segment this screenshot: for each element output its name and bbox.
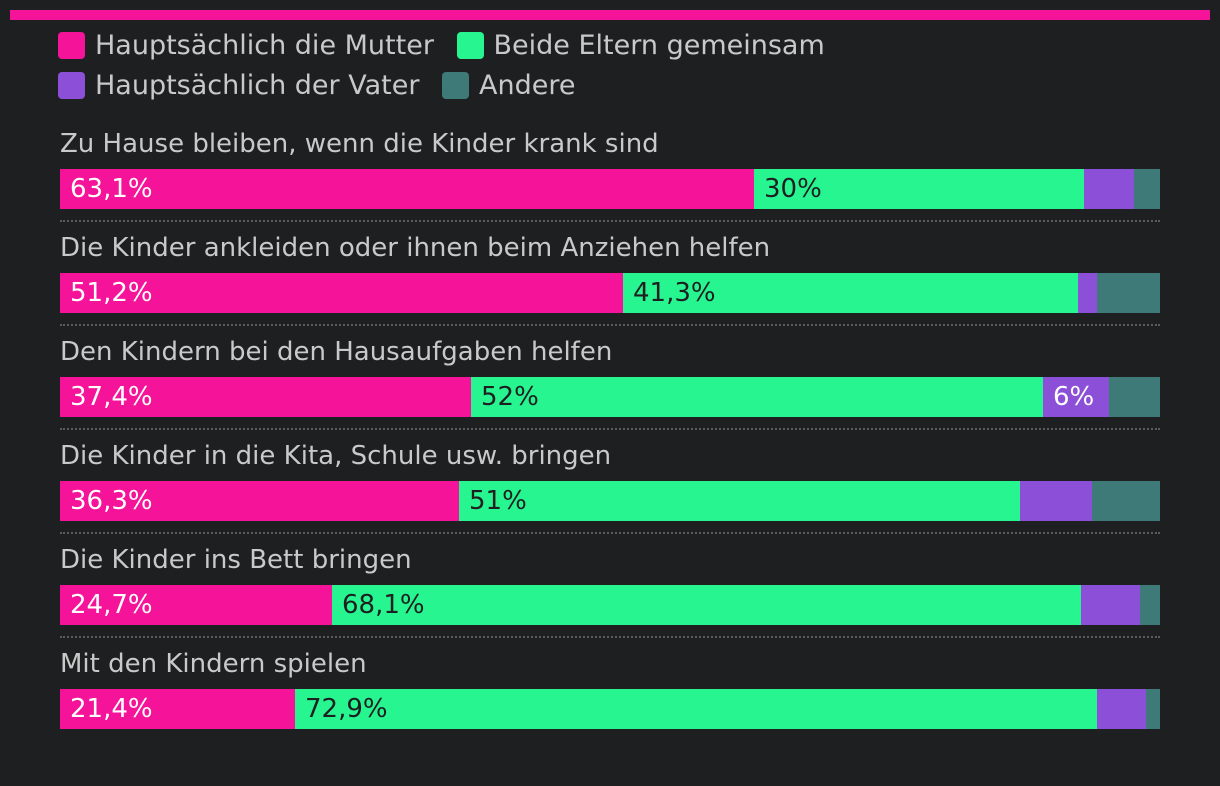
bar-segment-other[interactable] [1109, 377, 1160, 417]
bar-segment-mother[interactable] [60, 585, 332, 625]
bar-segment-both[interactable] [295, 689, 1097, 729]
bar-segment-other[interactable] [1140, 585, 1160, 625]
data-label-mother: 24,7% [70, 590, 153, 620]
legend-item-father[interactable]: Hauptsächlich der Vater [58, 66, 419, 106]
chart-row: Die Kinder ins Bett bringen 24,7% 68,1% [60, 542, 1160, 625]
chart-row: Die Kinder ankleiden oder ihnen beim Anz… [60, 230, 1160, 313]
chart-row: Zu Hause bleiben, wenn die Kinder krank … [60, 126, 1160, 209]
bar-segment-father[interactable] [1078, 273, 1097, 313]
category-label: Mit den Kindern spielen [60, 649, 367, 679]
category-label: Zu Hause bleiben, wenn die Kinder krank … [60, 129, 659, 159]
bar-segment-other[interactable] [1092, 481, 1160, 521]
stacked-bar: 21,4% 72,9% [60, 689, 1160, 729]
legend-label-father: Hauptsächlich der Vater [95, 70, 420, 101]
row-divider [60, 324, 1160, 326]
data-label-both: 52% [481, 382, 539, 412]
data-label-mother: 37,4% [70, 382, 153, 412]
legend-swatch-mother [58, 32, 85, 59]
bar-segment-both[interactable] [332, 585, 1081, 625]
bar-segment-mother[interactable] [60, 377, 471, 417]
legend-item-both[interactable]: Beide Eltern gemeinsam [456, 26, 825, 66]
legend-item-other[interactable]: Andere [442, 66, 576, 106]
data-label-both: 51% [469, 486, 527, 516]
stacked-bar: 37,4% 52% 6% [60, 377, 1160, 417]
bar-segment-mother[interactable] [60, 481, 459, 521]
bar-segment-mother[interactable] [60, 689, 295, 729]
chart-row: Mit den Kindern spielen 21,4% 72,9% [60, 646, 1160, 729]
chart-legend: Hauptsächlich die Mutter Beide Eltern ge… [58, 26, 1148, 106]
bar-segment-both[interactable] [471, 377, 1043, 417]
category-label: Die Kinder ins Bett bringen [60, 545, 412, 575]
bar-segment-father[interactable] [1097, 689, 1146, 729]
row-divider [60, 220, 1160, 222]
chart-row: Die Kinder in die Kita, Schule usw. brin… [60, 438, 1160, 521]
legend-swatch-both [456, 32, 484, 59]
row-divider [60, 428, 1160, 430]
legend-item-mother[interactable]: Hauptsächlich die Mutter [58, 26, 434, 66]
bar-segment-mother[interactable] [60, 273, 623, 313]
bar-segment-father[interactable] [1043, 377, 1109, 417]
accent-top-bar [10, 10, 1210, 20]
data-label-both: 30% [764, 174, 822, 204]
legend-label-both: Beide Eltern gemeinsam [493, 30, 825, 61]
row-divider [60, 636, 1160, 638]
legend-label-other: Andere [479, 70, 576, 101]
data-label-father: 6% [1053, 382, 1095, 412]
bar-segment-mother[interactable] [60, 169, 754, 209]
chart-row: Den Kindern bei den Hausaufgaben helfen 3… [60, 334, 1160, 417]
data-label-mother: 21,4% [70, 694, 153, 724]
stacked-bar: 63,1% 30% [60, 169, 1160, 209]
stacked-bar: 51,2% 41,3% [60, 273, 1160, 313]
row-divider [60, 532, 1160, 534]
bar-segment-both[interactable] [754, 169, 1084, 209]
legend-swatch-other [442, 72, 470, 99]
category-label: Den Kindern bei den Hausaufgaben helfen [60, 337, 613, 367]
data-label-mother: 63,1% [70, 174, 153, 204]
category-label: Die Kinder in die Kita, Schule usw. brin… [60, 441, 612, 471]
stacked-bar: 24,7% 68,1% [60, 585, 1160, 625]
data-label-both: 68,1% [342, 590, 425, 620]
category-label: Die Kinder ankleiden oder ihnen beim Anz… [60, 233, 771, 263]
legend-label-mother: Hauptsächlich die Mutter [95, 30, 434, 61]
bar-segment-both[interactable] [623, 273, 1078, 313]
bar-segment-father[interactable] [1081, 585, 1140, 625]
data-label-both: 72,9% [305, 694, 388, 724]
data-label-mother: 36,3% [70, 486, 153, 516]
bar-segment-other[interactable] [1146, 689, 1160, 729]
data-label-both: 41,3% [633, 278, 716, 308]
bar-segment-both[interactable] [459, 481, 1020, 521]
data-label-mother: 51,2% [70, 278, 153, 308]
bar-segment-other[interactable] [1134, 169, 1160, 209]
bar-segment-father[interactable] [1084, 169, 1134, 209]
bar-segment-other[interactable] [1097, 273, 1160, 313]
legend-swatch-father [58, 72, 85, 99]
stacked-bar: 36,3% 51% [60, 481, 1160, 521]
bar-segment-father[interactable] [1020, 481, 1092, 521]
